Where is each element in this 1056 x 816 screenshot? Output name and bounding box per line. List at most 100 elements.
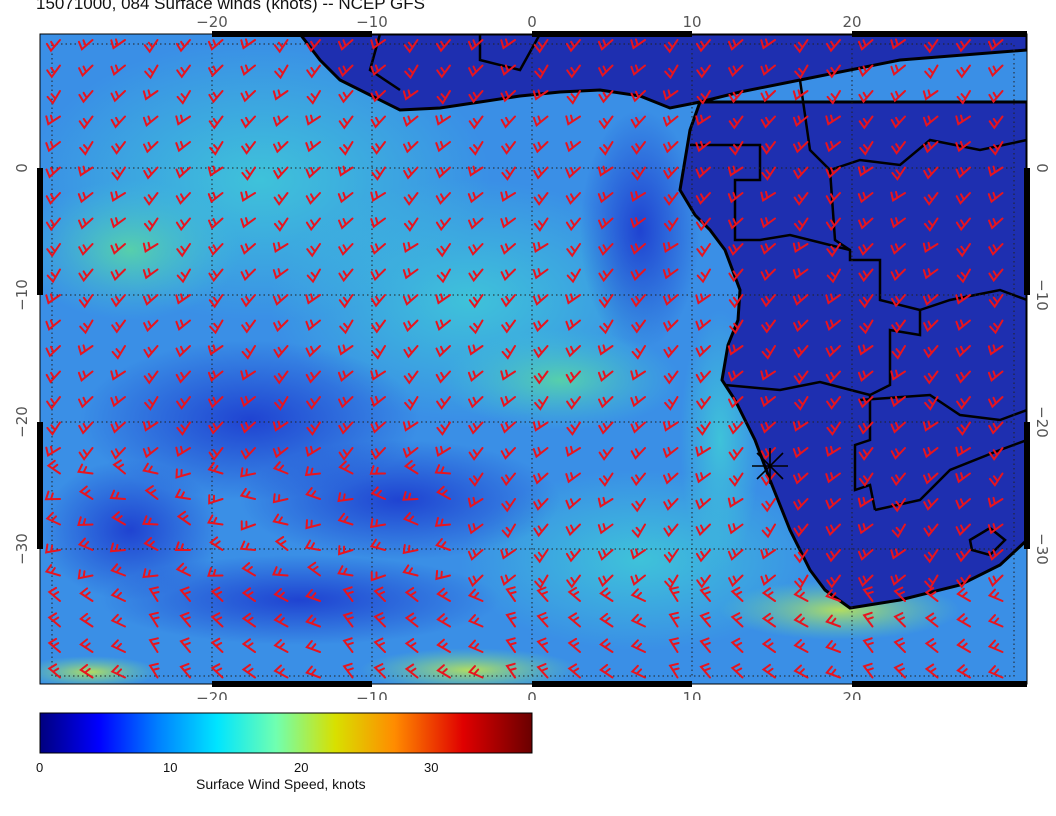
wind-barb xyxy=(668,611,680,628)
wind-barb xyxy=(110,421,126,434)
wind-barb xyxy=(272,420,289,432)
wind-barb xyxy=(338,243,354,256)
wind-barb xyxy=(825,640,841,653)
wind-barb xyxy=(468,447,484,461)
wind-barb xyxy=(695,166,711,179)
lat-label-right: −30 xyxy=(1033,533,1051,565)
wind-barb xyxy=(923,39,939,54)
wind-barb xyxy=(567,586,581,602)
wind-barb xyxy=(825,445,841,457)
wind-barb xyxy=(272,446,289,459)
wind-barb xyxy=(467,165,484,177)
wind-barb xyxy=(176,510,191,526)
wind-barb xyxy=(370,190,386,202)
wind-barb xyxy=(468,64,484,78)
wind-barb xyxy=(793,472,809,485)
wind-barb xyxy=(728,421,744,435)
wind-barb xyxy=(500,447,516,460)
wind-barb xyxy=(631,319,646,334)
wind-barb xyxy=(209,536,224,551)
wind-barb xyxy=(111,141,126,155)
wind-barb xyxy=(565,549,581,563)
wind-barb xyxy=(179,637,191,653)
wind-barb xyxy=(955,217,971,232)
wind-barb xyxy=(890,243,906,255)
wind-barb xyxy=(598,64,614,78)
wind-barb xyxy=(208,115,224,130)
wind-barb xyxy=(598,574,614,588)
wind-barb xyxy=(142,294,159,306)
bottom-lon-labels: −20 −10 0 10 20 xyxy=(196,689,861,700)
wind-barb xyxy=(500,421,516,434)
wind-barb xyxy=(630,447,646,460)
wind-barb xyxy=(760,64,776,76)
wind-barb xyxy=(956,64,971,79)
wind-barb xyxy=(532,89,549,101)
wind-barb xyxy=(241,587,256,602)
wind-barb xyxy=(305,665,321,679)
wind-barb xyxy=(241,638,256,653)
wind-barb xyxy=(630,115,646,129)
wind-barb xyxy=(534,396,549,411)
wind-barb xyxy=(857,370,874,382)
wind-barb xyxy=(240,467,256,478)
wind-barb xyxy=(435,345,451,358)
wind-barb xyxy=(955,549,971,563)
wind-barb xyxy=(467,665,484,679)
wind-barb xyxy=(44,564,61,577)
wind-barb xyxy=(467,614,484,628)
wind-barb xyxy=(825,614,841,628)
wind-barb xyxy=(924,638,939,653)
wind-barb xyxy=(761,345,776,360)
wind-barb xyxy=(402,89,419,101)
wind-barb xyxy=(273,370,289,385)
wind-barb xyxy=(208,421,224,435)
wind-barb xyxy=(825,370,841,384)
wind-barb xyxy=(402,564,419,577)
wind-barb xyxy=(566,268,581,284)
wind-barb xyxy=(272,493,289,504)
wind-barb xyxy=(663,217,679,232)
wind-barb xyxy=(467,344,484,356)
wind-barb xyxy=(890,64,906,76)
lon-label-bottom: 0 xyxy=(527,689,537,700)
wind-barb xyxy=(208,90,224,104)
wind-barb xyxy=(239,540,256,551)
wind-barb xyxy=(78,421,94,435)
wind-barb xyxy=(338,421,354,435)
wind-barb xyxy=(599,319,614,335)
wind-barb xyxy=(78,268,94,283)
wind-barb xyxy=(500,64,516,76)
wind-barb xyxy=(924,574,939,590)
wind-barb xyxy=(891,498,906,513)
wind-barb xyxy=(565,345,581,358)
wind-barb xyxy=(143,217,159,232)
wind-barb xyxy=(792,446,809,459)
wind-barb xyxy=(175,166,191,179)
wind-barb xyxy=(695,498,711,510)
wind-barb xyxy=(306,64,321,79)
wind-barb xyxy=(890,574,906,586)
wind-barb xyxy=(144,485,159,500)
wind-barb xyxy=(760,421,776,434)
wind-barb xyxy=(404,612,419,628)
wind-barb xyxy=(532,420,549,432)
wind-barb xyxy=(272,268,289,280)
wind-barb xyxy=(434,517,451,527)
wind-map: −20 −10 0 10 20 −20 −10 0 10 20 0 −10 −2… xyxy=(13,13,1051,700)
wind-barb xyxy=(565,39,581,53)
wind-barb xyxy=(208,243,224,256)
wind-barb xyxy=(175,562,191,577)
wind-barb xyxy=(144,396,159,411)
wind-barb xyxy=(955,140,971,153)
wind-barb xyxy=(240,447,256,460)
wind-barb xyxy=(987,39,1004,51)
wind-barb xyxy=(208,217,224,230)
wind-barb xyxy=(890,548,906,560)
wind-barb xyxy=(923,192,939,206)
wind-barb xyxy=(110,369,126,381)
wind-barb xyxy=(207,370,224,382)
wind-barb xyxy=(304,466,321,477)
wind-barb xyxy=(436,396,451,410)
wind-barb xyxy=(599,663,614,679)
